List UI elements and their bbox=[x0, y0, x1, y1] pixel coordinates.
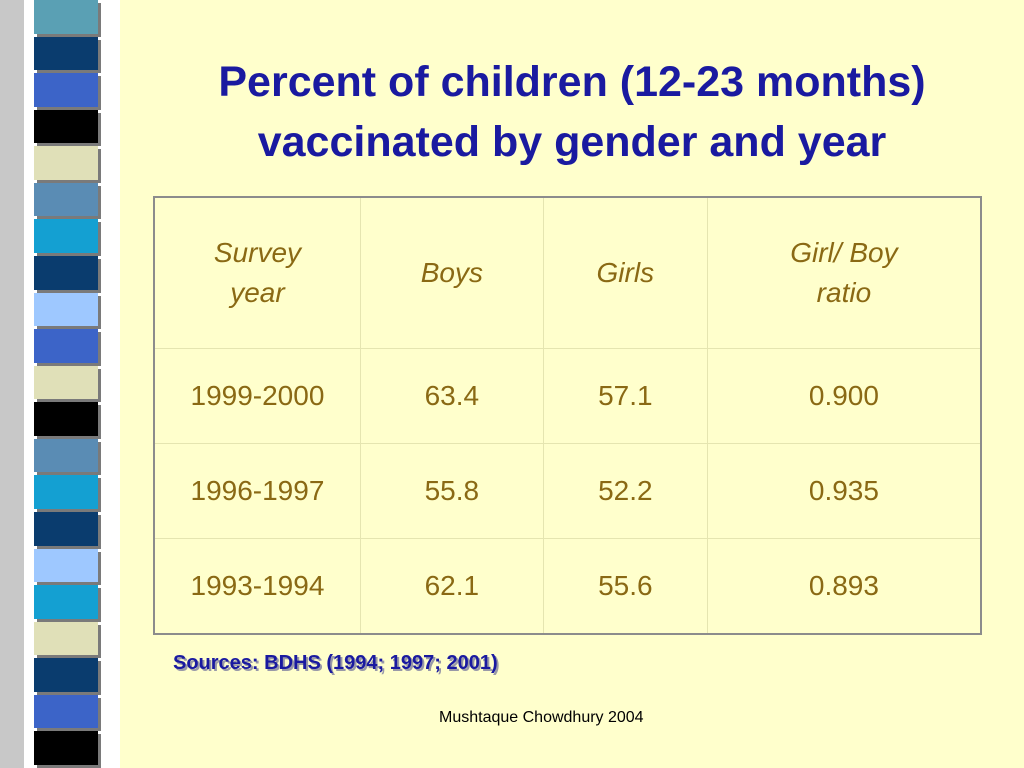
sources-note: Sources: BDHS (1994; 1997; 2001) bbox=[173, 652, 498, 674]
stripe-block bbox=[34, 475, 98, 509]
stripe-block bbox=[34, 621, 98, 656]
cell-ratio: 0.893 bbox=[706, 538, 982, 635]
table-row: 1993-1994 62.1 55.6 0.893 bbox=[153, 538, 982, 635]
vaccination-table: Survey year Boys Girls Girl/ Boy ratio 1… bbox=[153, 196, 982, 635]
author-credit: Mushtaque Chowdhury 2004 bbox=[439, 709, 644, 726]
header-survey-year: Survey year bbox=[153, 196, 361, 349]
stripe-block bbox=[34, 402, 98, 436]
cell-ratio: 0.935 bbox=[706, 443, 982, 539]
stripe-block bbox=[34, 731, 98, 765]
decorative-stripe-band bbox=[0, 0, 120, 768]
cell-girls: 55.6 bbox=[542, 538, 708, 635]
cell-year: 1993-1994 bbox=[153, 538, 361, 635]
stripe-block bbox=[34, 365, 98, 400]
title-line-2: vaccinated by gender and year bbox=[257, 118, 887, 166]
cell-year: 1996-1997 bbox=[153, 443, 361, 539]
cell-girls: 57.1 bbox=[542, 348, 708, 444]
header-survey-year-line1: Survey bbox=[213, 237, 302, 268]
table-row: 1996-1997 55.8 52.2 0.935 bbox=[153, 443, 982, 539]
stripe-block bbox=[34, 512, 98, 546]
stripe-block bbox=[34, 548, 98, 583]
stripe-block bbox=[34, 109, 98, 144]
header-girls: Girls bbox=[542, 196, 708, 349]
stripe-block bbox=[34, 438, 98, 473]
stripe-block bbox=[34, 292, 98, 327]
stripe-block bbox=[34, 219, 98, 253]
table-row: 1999-2000 63.4 57.1 0.900 bbox=[153, 348, 982, 444]
slide-title: Percent of children (12-23 months) vacci… bbox=[120, 52, 1024, 172]
stripe-block bbox=[34, 36, 98, 71]
header-ratio-line1: Girl/ Boy bbox=[790, 237, 898, 268]
header-survey-year-line2: year bbox=[230, 277, 285, 308]
cell-boys: 55.8 bbox=[359, 443, 544, 539]
stripe-block bbox=[34, 585, 98, 619]
stripe-block bbox=[34, 256, 98, 290]
stripe-block bbox=[34, 182, 98, 217]
stripe-block bbox=[34, 0, 98, 34]
stripe-block bbox=[34, 146, 98, 180]
stripe-blocks bbox=[0, 0, 120, 768]
stripe-block bbox=[34, 73, 98, 107]
header-boys: Boys bbox=[359, 196, 544, 349]
cell-boys: 62.1 bbox=[359, 538, 544, 635]
title-line-1: Percent of children (12-23 months) bbox=[218, 58, 926, 106]
header-ratio: Girl/ Boy ratio bbox=[706, 196, 982, 349]
header-ratio-line2: ratio bbox=[816, 277, 872, 308]
stripe-block bbox=[34, 694, 98, 729]
cell-boys: 63.4 bbox=[359, 348, 544, 444]
stripe-band-shadow bbox=[0, 0, 24, 768]
cell-girls: 52.2 bbox=[542, 443, 708, 539]
cell-year: 1999-2000 bbox=[153, 348, 361, 444]
cell-ratio: 0.900 bbox=[706, 348, 982, 444]
table-header-row: Survey year Boys Girls Girl/ Boy ratio bbox=[153, 196, 982, 349]
stripe-block bbox=[34, 329, 98, 363]
stripe-block bbox=[34, 658, 98, 692]
